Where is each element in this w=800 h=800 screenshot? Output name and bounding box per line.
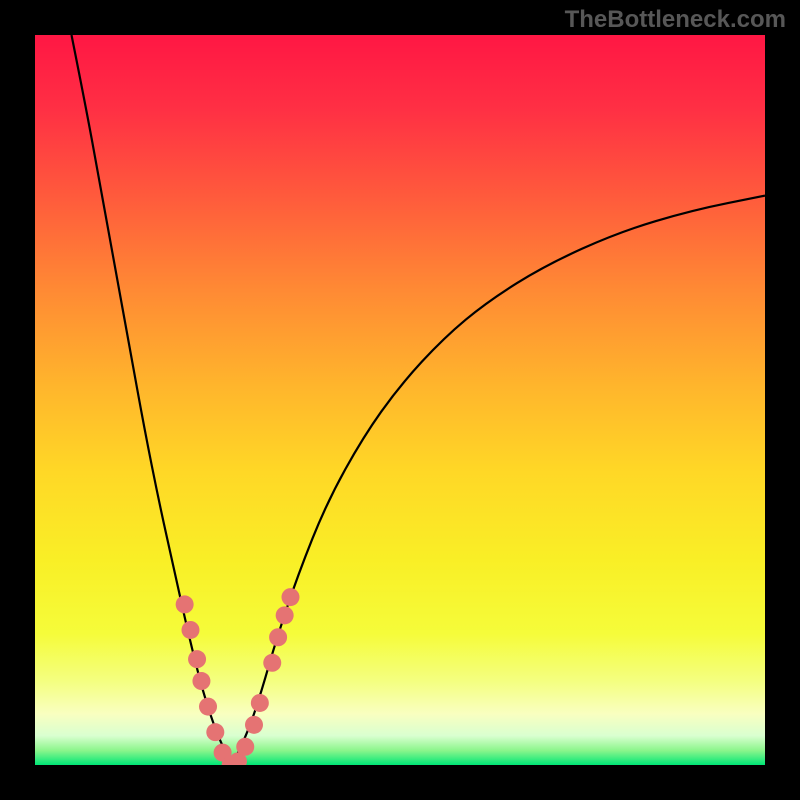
watermark-text: TheBottleneck.com xyxy=(565,6,786,34)
plot-area xyxy=(35,35,765,765)
marker-point xyxy=(276,606,294,624)
bottleneck-chart xyxy=(0,0,800,800)
marker-point xyxy=(206,723,224,741)
marker-point xyxy=(192,672,210,690)
marker-point xyxy=(251,694,269,712)
marker-point xyxy=(245,716,263,734)
marker-point xyxy=(181,621,199,639)
marker-point xyxy=(188,650,206,668)
marker-point xyxy=(176,595,194,613)
marker-point xyxy=(236,738,254,756)
marker-point xyxy=(199,698,217,716)
marker-point xyxy=(269,628,287,646)
marker-point xyxy=(282,588,300,606)
marker-point xyxy=(263,654,281,672)
chart-container: TheBottleneck.com xyxy=(0,0,800,800)
